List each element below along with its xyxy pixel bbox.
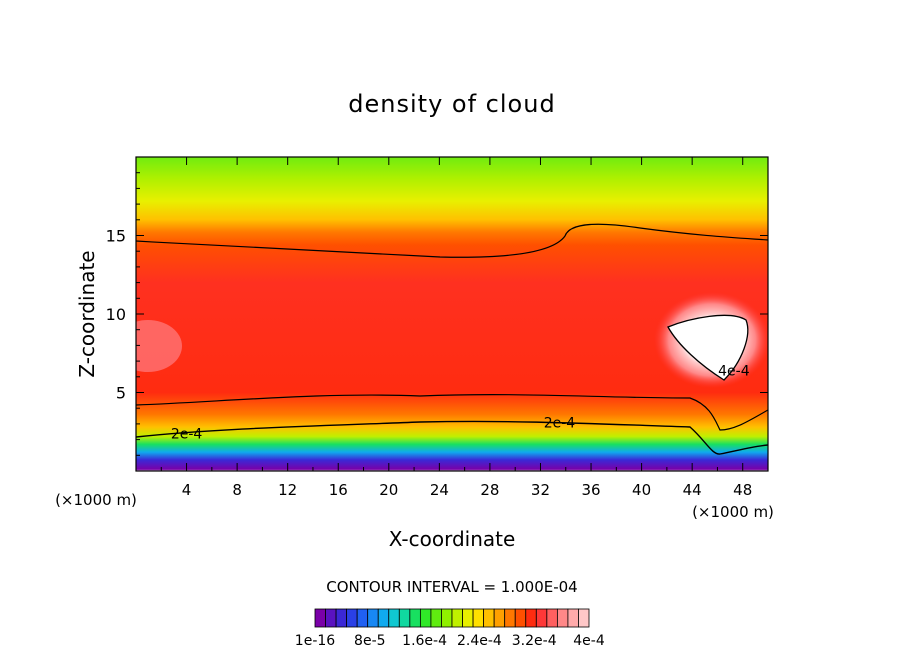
x-unit-left: (×1000 m)	[55, 491, 137, 509]
colorbar-swatch	[377, 608, 390, 628]
colorbar-swatch	[535, 608, 548, 628]
x-tick-label: 20	[379, 481, 398, 499]
colorbar-swatch	[483, 608, 495, 628]
x-tick-label: 48	[733, 481, 752, 499]
contour-labels: 2e-4 2e-4 4e-4	[171, 364, 750, 443]
colorbar-swatch	[546, 608, 558, 628]
x-axis-label: X-coordinate	[389, 527, 516, 551]
colorbar-tick-label: 8e-5	[354, 633, 385, 649]
colorbar-swatch	[419, 608, 432, 628]
mid-contour	[136, 394, 768, 431]
colorbar-labels: 1e-16 8e-5 1.6e-4 2.4e-4 3.2e-4 4e-4	[295, 633, 605, 649]
colorbar-swatch	[388, 608, 400, 628]
colorbar-swatch	[367, 608, 379, 628]
colorbar-swatch	[504, 608, 516, 628]
colorbar-swatch	[398, 608, 411, 628]
x-tick-label: 36	[581, 481, 600, 499]
colorbar-swatch	[356, 608, 369, 628]
colorbar-tick-label: 1.6e-4	[402, 633, 447, 649]
colorbar-tick-label: 2.4e-4	[457, 633, 502, 649]
contour-label: 4e-4	[718, 364, 750, 380]
x-tick-label: 8	[232, 481, 242, 499]
colorbar-tick-label: 1e-16	[295, 633, 335, 649]
y-tick-label: 5	[116, 384, 126, 403]
contour-interval: CONTOUR INTERVAL = 1.000E-04	[326, 578, 577, 596]
colorbar-tick-label: 4e-4	[573, 633, 605, 649]
field-background	[136, 157, 768, 471]
colorbar-swatch	[335, 608, 348, 628]
colorbar-swatch	[325, 608, 337, 628]
colorbar-swatch	[462, 608, 474, 628]
x-tick-label: 44	[683, 481, 702, 499]
y-tick-label: 15	[106, 227, 126, 246]
colorbar-swatch	[493, 608, 506, 628]
colorbar-swatch	[567, 608, 579, 628]
plot-area	[136, 157, 768, 471]
y-tick-label: 10	[106, 305, 126, 324]
left-high-region	[136, 320, 182, 372]
colorbar-swatch	[346, 608, 358, 628]
contour-label: 2e-4	[544, 415, 576, 431]
x-tick-label: 32	[531, 481, 550, 499]
x-tick-label: 4	[182, 481, 192, 499]
colorbar-swatch	[451, 608, 463, 628]
x-unit-right: (×1000 m)	[692, 503, 774, 521]
contour-2e-4	[136, 420, 768, 455]
chart-title: density of cloud	[348, 90, 555, 118]
x-tick-label: 24	[430, 481, 449, 499]
upper-contour	[136, 223, 768, 258]
colorbar	[314, 608, 590, 628]
colorbar-swatch	[525, 608, 537, 628]
contour-label: 2e-4	[171, 426, 203, 442]
max-contour-4e-4	[667, 314, 749, 381]
colorbar-swatch	[578, 608, 590, 628]
colorbar-swatch	[556, 608, 569, 628]
x-tick-label: 12	[278, 481, 297, 499]
colorbar-tick-label: 3.2e-4	[512, 633, 557, 649]
y-ticks: 5 10 15	[106, 172, 768, 456]
x-tick-label: 28	[480, 481, 499, 499]
x-tick-label: 16	[329, 481, 348, 499]
colorbar-swatch	[514, 608, 527, 628]
y-axis-label: Z-coordinate	[75, 250, 99, 377]
colorbar-swatch	[314, 608, 326, 628]
x-ticks: 4 8 12 16 20 24 28 32 36 40 44 48	[160, 157, 752, 499]
x-tick-label: 40	[632, 481, 651, 499]
colorbar-swatch	[472, 608, 485, 628]
colorbar-swatch	[409, 608, 421, 628]
colorbar-swatch	[430, 608, 442, 628]
colorbar-swatch	[441, 608, 453, 628]
